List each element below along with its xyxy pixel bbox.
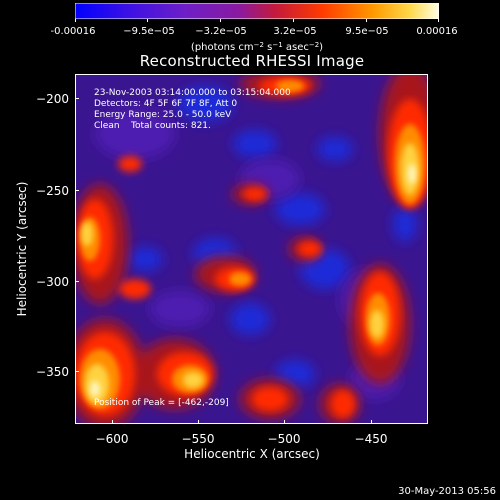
plot-title: Reconstructed RHESSI Image xyxy=(139,52,365,70)
peak-position: Position of Peak = [-462,-209] xyxy=(94,398,229,408)
rhessi-image xyxy=(75,74,428,424)
rhessi-heatmap xyxy=(75,74,428,424)
colorbar-tick xyxy=(220,19,221,22)
colorbar-gradient xyxy=(75,3,439,19)
x-tick-label: −450 xyxy=(354,432,388,446)
y-tick-label: −300 xyxy=(36,275,69,289)
y-tick xyxy=(75,98,79,99)
colorbar-tick xyxy=(366,19,367,22)
info-energy-range: Energy Range: 25.0 - 50.0 keV xyxy=(94,110,232,120)
x-tick-label: −500 xyxy=(267,432,301,446)
x-tick xyxy=(284,420,285,424)
colorbar-tick xyxy=(75,19,76,22)
plot-timestamp: 30-May-2013 05:56 xyxy=(398,486,496,497)
y-tick xyxy=(75,190,79,191)
x-tick-label: −600 xyxy=(95,432,129,446)
info-time-range: 23-Nov-2003 03:14:00.000 to 03:15:04.000 xyxy=(94,88,291,98)
colorbar-tick xyxy=(438,19,439,22)
colorbar-label: −3.2e−05 xyxy=(195,26,247,37)
colorbar-label: -0.00016 xyxy=(50,26,96,37)
x-tick xyxy=(371,420,372,424)
info-counts: Clean Total counts: 821. xyxy=(94,121,211,131)
colorbar-units: (photons cm−2 s−1 asec−2) xyxy=(190,41,324,53)
observation-info: 23-Nov-2003 03:14:00.000 to 03:15:04.000… xyxy=(94,88,291,132)
x-tick-label: −550 xyxy=(181,432,215,446)
y-tick-label: −350 xyxy=(36,365,69,379)
colorbar-label: 0.00016 xyxy=(416,26,458,37)
x-axis-label: Heliocentric X (arcsec) xyxy=(184,447,320,461)
y-axis-label: Heliocentric Y (arcsec) xyxy=(15,181,29,317)
x-tick xyxy=(112,420,113,424)
y-tick-label: −250 xyxy=(36,184,69,198)
colorbar-label: −9.5e−05 xyxy=(123,26,175,37)
colorbar-label: 9.5e−05 xyxy=(345,26,389,37)
x-tick xyxy=(198,420,199,424)
info-detectors: Detectors: 4F 5F 6F 7F 8F, Att 0 xyxy=(94,99,238,109)
y-tick xyxy=(75,371,79,372)
y-tick xyxy=(75,281,79,282)
colorbar-tick xyxy=(147,19,148,22)
colorbar-tick xyxy=(293,19,294,22)
colorbar-label: 3.2e−05 xyxy=(273,26,317,37)
y-tick-label: −200 xyxy=(36,92,69,106)
